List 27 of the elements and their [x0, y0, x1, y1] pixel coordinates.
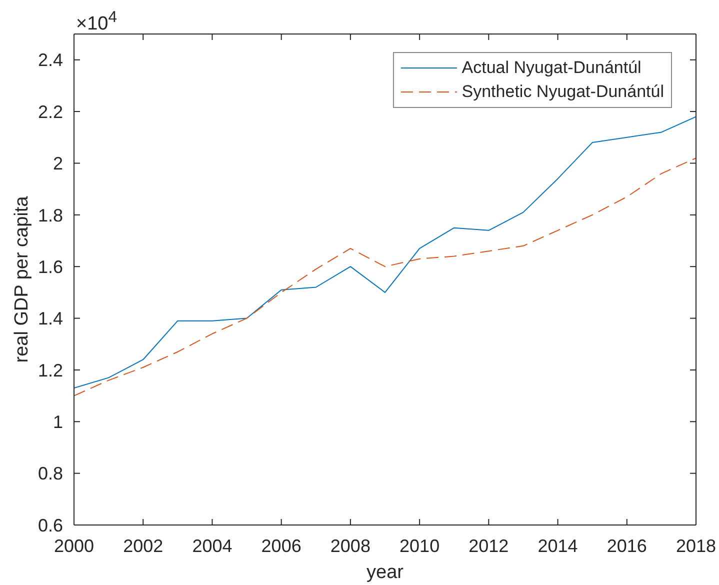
- y-tick-label: 2: [52, 154, 63, 174]
- y-tick-label: 1.6: [38, 256, 63, 277]
- x-tick-label: 2006: [261, 536, 302, 556]
- x-tick-label: 2004: [192, 536, 232, 556]
- y-tick-label: 1.2: [38, 360, 63, 380]
- y-tick-label: 1.4: [38, 308, 63, 329]
- legend-label: Synthetic Nyugat-Dunántúl: [462, 82, 664, 102]
- x-tick-label: 2012: [468, 536, 509, 556]
- line-series: [74, 158, 696, 396]
- y-tick-label: 2.2: [38, 102, 63, 122]
- y-tick-label: 0.6: [38, 515, 63, 536]
- y-tick-label: 2.4: [38, 50, 63, 70]
- y-tick-label: 0.8: [38, 464, 63, 484]
- y-tick-label: 1.8: [38, 205, 63, 226]
- x-tick-label: 2016: [606, 536, 647, 556]
- x-tick-label: 2018: [676, 536, 716, 556]
- x-tick-label: 2008: [330, 536, 370, 556]
- line-series: [74, 116, 696, 389]
- legend-label: Actual Nyugat-Dunántúl: [462, 58, 642, 78]
- y-tick-label: 1: [52, 412, 63, 432]
- x-tick-label: 2002: [123, 536, 164, 556]
- x-tick-label: 2010: [400, 536, 440, 556]
- annotation: ×10$^{4}$: [76, 8, 118, 36]
- x-tick-label: 2014: [538, 536, 578, 556]
- x-axis-title: year: [366, 562, 404, 583]
- y-axis-title: real GDP per capita: [12, 196, 32, 363]
- x-tick-label: 2000: [54, 536, 94, 556]
